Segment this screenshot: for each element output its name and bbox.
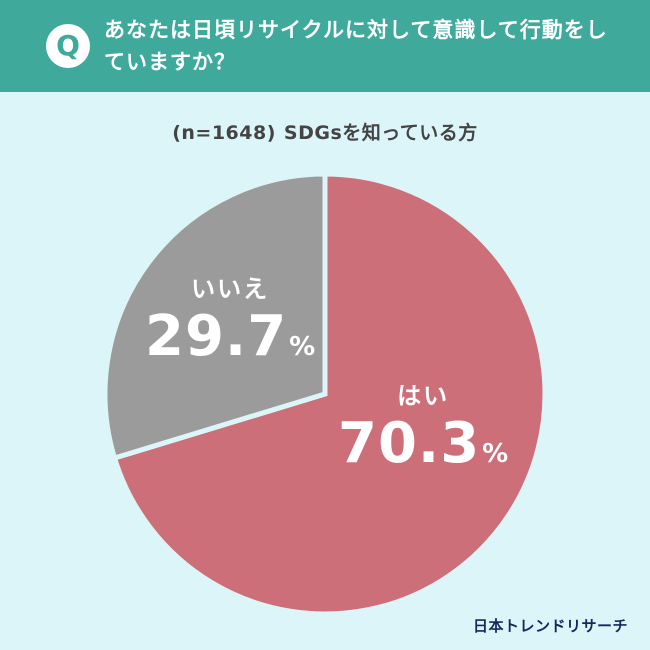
pie-slice-yes: [111, 171, 548, 617]
slice-label-no: いいえ 29.7%: [145, 269, 315, 369]
slice-value-yes: 70.3: [338, 411, 481, 476]
chart-subtitle: (n=1648) SDGsを知っている方: [0, 118, 650, 145]
question-badge: Q: [46, 24, 90, 68]
slice-unit-no: %: [289, 332, 316, 362]
pie-slice-no: [102, 171, 328, 462]
slice-unit-yes: %: [482, 439, 509, 469]
respondent-group: SDGsを知っている方: [283, 122, 478, 144]
question-text: あなたは日頃リサイクルに対して意識して行動をしていますか？: [104, 18, 608, 74]
slice-name-yes: はい: [397, 382, 450, 410]
sample-size: (n=1648): [172, 122, 276, 144]
slice-label-yes: はい 70.3%: [338, 376, 508, 476]
slice-name-no: いいえ: [191, 275, 270, 303]
slice-value-no: 29.7: [145, 304, 288, 369]
header-bar: Q あなたは日頃リサイクルに対して意識して行動をしていますか？: [0, 0, 650, 92]
brand-logo: 日本トレンドリサーチ: [472, 617, 628, 635]
